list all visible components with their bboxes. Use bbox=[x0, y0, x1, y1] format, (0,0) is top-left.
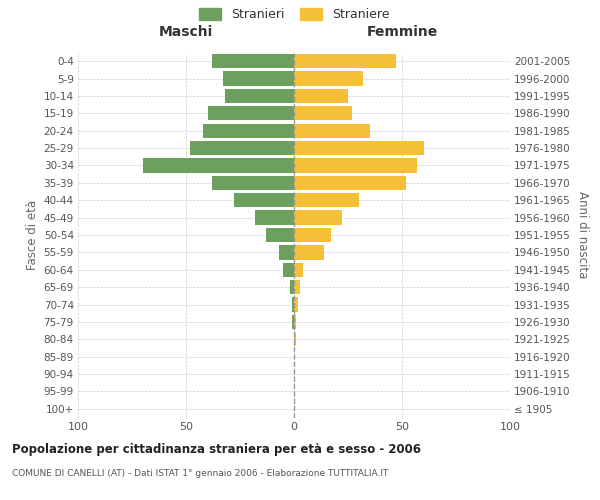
Bar bbox=[294, 124, 370, 138]
Bar bbox=[294, 158, 417, 172]
Legend: Stranieri, Straniere: Stranieri, Straniere bbox=[193, 3, 395, 26]
Bar bbox=[294, 246, 324, 260]
Y-axis label: Fasce di età: Fasce di età bbox=[26, 200, 40, 270]
Text: Femmine: Femmine bbox=[367, 24, 437, 38]
Bar bbox=[294, 315, 296, 329]
Bar bbox=[294, 332, 296, 346]
Bar bbox=[255, 210, 294, 224]
Bar bbox=[294, 141, 424, 155]
Bar bbox=[203, 124, 294, 138]
Bar bbox=[294, 176, 406, 190]
Bar bbox=[223, 72, 294, 86]
Bar bbox=[290, 280, 294, 294]
Bar bbox=[294, 106, 352, 120]
Text: COMUNE DI CANELLI (AT) - Dati ISTAT 1° gennaio 2006 - Elaborazione TUTTITALIA.IT: COMUNE DI CANELLI (AT) - Dati ISTAT 1° g… bbox=[12, 469, 388, 478]
Bar bbox=[208, 106, 294, 120]
Bar bbox=[190, 141, 294, 155]
Bar bbox=[294, 228, 331, 242]
Y-axis label: Anni di nascita: Anni di nascita bbox=[577, 192, 589, 278]
Bar bbox=[294, 54, 395, 68]
Bar bbox=[294, 280, 301, 294]
Bar bbox=[294, 298, 298, 312]
Bar bbox=[212, 54, 294, 68]
Bar bbox=[294, 262, 302, 277]
Bar bbox=[292, 315, 294, 329]
Bar bbox=[143, 158, 294, 172]
Bar bbox=[294, 210, 341, 224]
Bar bbox=[225, 89, 294, 103]
Text: Maschi: Maschi bbox=[159, 24, 213, 38]
Bar bbox=[279, 246, 294, 260]
Bar bbox=[294, 89, 348, 103]
Bar bbox=[212, 176, 294, 190]
Bar bbox=[283, 262, 294, 277]
Bar bbox=[292, 298, 294, 312]
Text: Popolazione per cittadinanza straniera per età e sesso - 2006: Popolazione per cittadinanza straniera p… bbox=[12, 442, 421, 456]
Bar bbox=[233, 193, 294, 208]
Bar bbox=[266, 228, 294, 242]
Bar bbox=[294, 72, 363, 86]
Bar bbox=[294, 193, 359, 208]
